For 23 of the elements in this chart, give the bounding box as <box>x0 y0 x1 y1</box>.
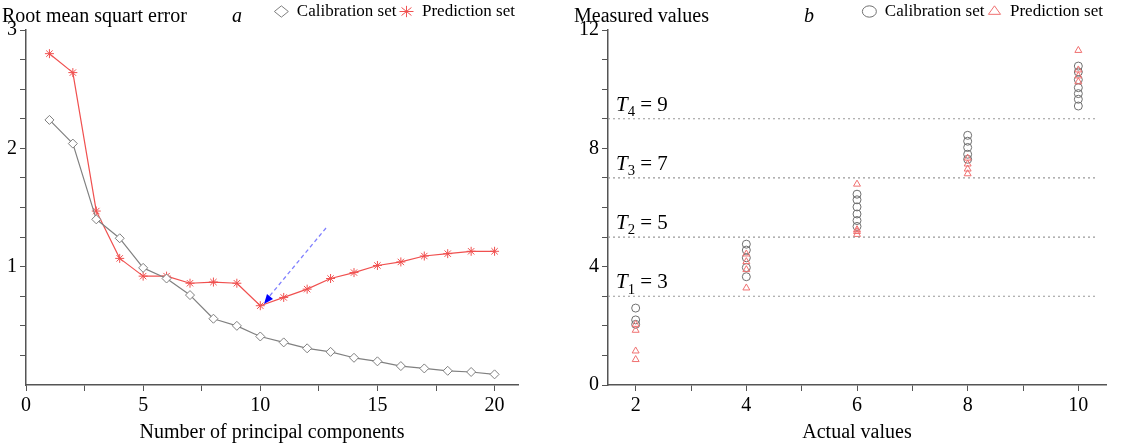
x-tick-label: 4 <box>741 393 752 416</box>
x-tick-label: 10 <box>250 393 271 416</box>
y-tick-label: 8 <box>589 135 599 158</box>
legend-label: Calibration set <box>296 0 397 20</box>
y-tick-label: 1 <box>7 253 17 276</box>
legend-label: Prediction set <box>1009 0 1104 20</box>
x-axis-title: Actual values <box>802 420 912 443</box>
x-tick-label: 10 <box>1068 393 1089 416</box>
chart-title: a <box>232 4 242 27</box>
legend-label: Prediction set <box>421 0 516 20</box>
x-tick-label: 20 <box>484 393 505 416</box>
x-tick-label: 15 <box>367 393 388 416</box>
x-tick-label: 8 <box>962 393 973 416</box>
x-axis-title: Number of principal components <box>139 420 405 444</box>
y-tick-label: 0 <box>589 372 599 395</box>
y-tick-label: 2 <box>7 135 17 158</box>
x-tick-label: 6 <box>852 393 862 416</box>
y-tick-label: 4 <box>589 253 599 276</box>
x-tick-label: 2 <box>630 393 641 416</box>
legend-label: Calibration set <box>884 0 985 20</box>
x-tick-label: 0 <box>21 393 31 416</box>
x-tick-label: 5 <box>138 393 149 416</box>
chart-title: b <box>804 4 814 27</box>
